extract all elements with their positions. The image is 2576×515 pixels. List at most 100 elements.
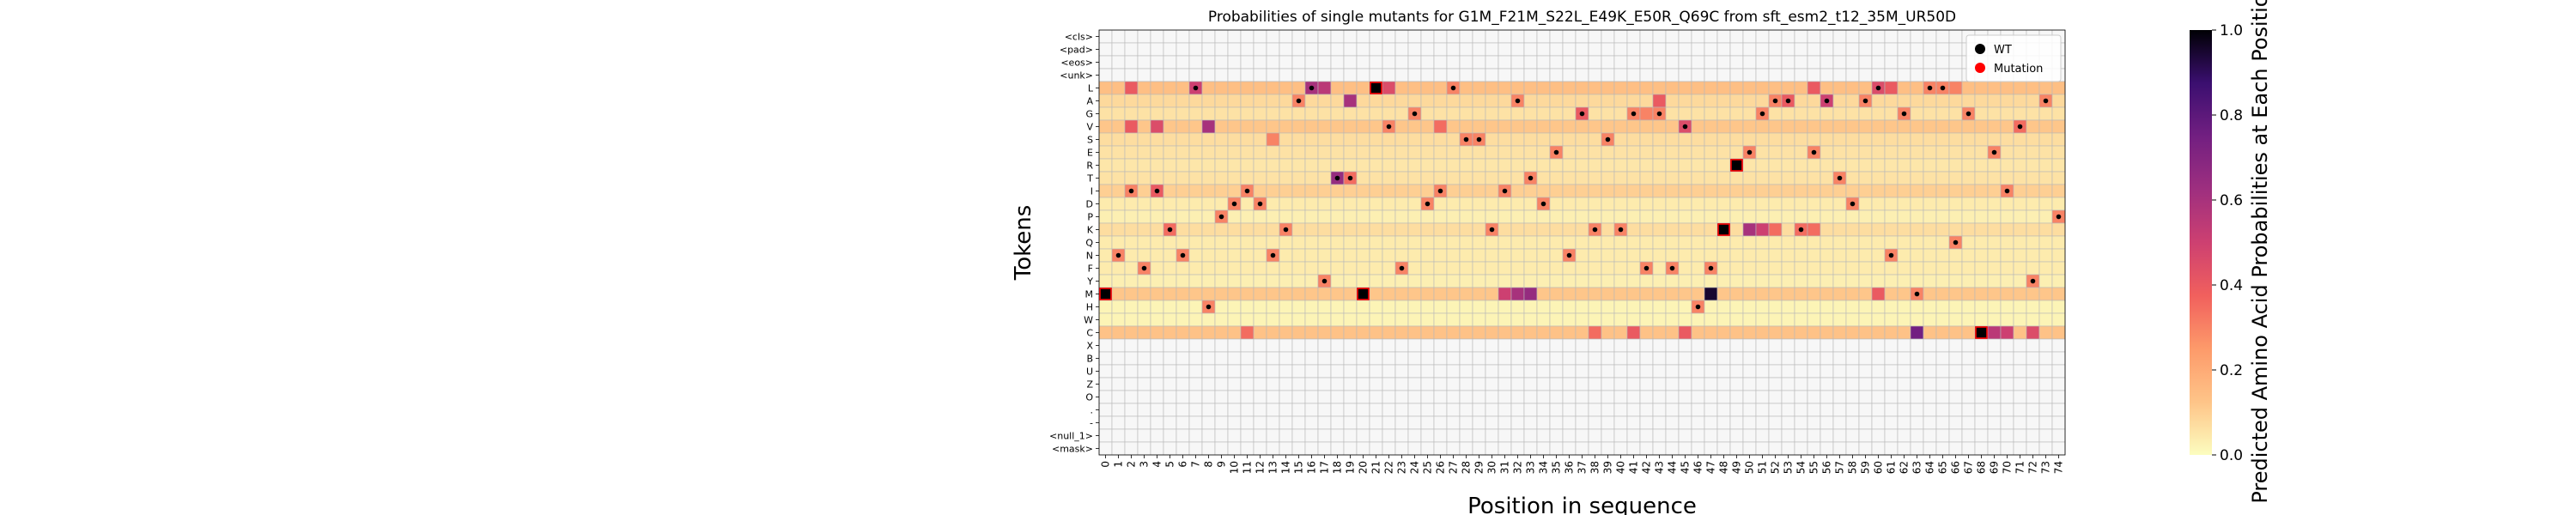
heatmap-cell: [1716, 403, 1731, 417]
heatmap-cell: [1807, 248, 1821, 263]
x-tick-label: 16: [1306, 461, 1318, 474]
heatmap-cell: [1111, 132, 1126, 147]
heatmap-cell: [1150, 106, 1164, 121]
heatmap-cell: [2026, 222, 2040, 237]
heatmap-cell: [1781, 325, 1795, 340]
heatmap-cell: [1626, 415, 1641, 430]
heatmap-cell: [1781, 312, 1795, 327]
heatmap-cell: [1420, 171, 1435, 185]
heatmap-cell: [1807, 197, 1821, 211]
heatmap-cell: [1794, 68, 1808, 82]
heatmap-cell: [1498, 261, 1512, 276]
heatmap-cell: [1691, 94, 1705, 108]
heatmap-cell: [1536, 428, 1551, 443]
heatmap-cell: [1807, 235, 1821, 250]
heatmap-cell: [1188, 42, 1203, 57]
heatmap-cell: [1137, 287, 1151, 301]
heatmap-cell: [1279, 351, 1293, 366]
heatmap-cell: [1704, 197, 1718, 211]
heatmap-cell: [1098, 364, 1113, 379]
heatmap-cell: [2013, 197, 2027, 211]
heatmap-cell: [1523, 42, 1538, 57]
heatmap-cell: [1485, 197, 1499, 211]
x-tick-label: 69: [1989, 461, 2001, 474]
heatmap-cell: [1961, 364, 1976, 379]
heatmap-cell: [1704, 377, 1718, 391]
heatmap-cell: [1858, 145, 1873, 160]
heatmap-cell: [1150, 81, 1164, 95]
heatmap-cell: [1227, 29, 1242, 44]
wt-marker: [1811, 149, 1817, 155]
heatmap-cell: [1343, 222, 1358, 237]
heatmap-cell: [1691, 132, 1705, 147]
heatmap-cell: [1678, 441, 1692, 456]
heatmap-cell: [1420, 94, 1435, 108]
heatmap-cell: [1987, 377, 2002, 391]
heatmap-cell: [2000, 351, 2014, 366]
heatmap-cell: [1279, 81, 1293, 95]
heatmap-cell: [1562, 261, 1577, 276]
heatmap-cell: [1923, 158, 1937, 173]
heatmap-cell: [1601, 428, 1615, 443]
heatmap-cell: [1549, 441, 1564, 456]
heatmap-cell: [1343, 261, 1358, 276]
colorbar-tick-label: 0.2: [2220, 362, 2243, 379]
heatmap-cell: [1678, 390, 1692, 404]
heatmap-cell: [1407, 312, 1422, 327]
heatmap-cell: [1498, 145, 1512, 160]
heatmap-cell: [1897, 132, 1911, 147]
heatmap-cell: [1111, 29, 1126, 44]
heatmap-cell: [1935, 274, 1950, 288]
heatmap-cell: [1188, 184, 1203, 198]
heatmap-cell: [1253, 248, 1267, 263]
heatmap-cell: [1716, 390, 1731, 404]
heatmap-cell: [1433, 351, 1448, 366]
heatmap-cell: [1948, 68, 1963, 82]
heatmap-cell: [1639, 184, 1654, 198]
heatmap-cell: [1820, 261, 1834, 276]
heatmap-cell: [1407, 338, 1422, 353]
heatmap-cell: [1163, 106, 1177, 121]
heatmap-cell: [2026, 325, 2040, 340]
heatmap-cell: [1394, 415, 1409, 430]
heatmap-cell: [1562, 55, 1577, 70]
wt-marker: [1721, 227, 1727, 233]
heatmap-cell: [1214, 29, 1229, 44]
mutation-marker: [1099, 288, 1112, 300]
heatmap-cell: [2013, 351, 2027, 366]
heatmap-cell: [1227, 338, 1242, 353]
heatmap-cell: [1188, 132, 1203, 147]
x-tick-label: 43: [1654, 461, 1666, 474]
heatmap-cell: [1910, 300, 1924, 314]
wt-marker: [1218, 214, 1224, 220]
wt-marker: [1347, 175, 1353, 181]
heatmap-cell: [1150, 209, 1164, 224]
heatmap-cell: [1382, 300, 1396, 314]
heatmap-cell: [1820, 364, 1834, 379]
heatmap-cell: [1124, 312, 1139, 327]
heatmap-cell: [1884, 42, 1899, 57]
heatmap-cell: [1356, 261, 1370, 276]
heatmap-cell: [1291, 428, 1306, 443]
heatmap-cell: [1742, 119, 1757, 134]
heatmap-cell: [1923, 106, 1937, 121]
heatmap-cell: [1678, 81, 1692, 95]
heatmap-cell: [1433, 55, 1448, 70]
heatmap-cell: [2038, 145, 2053, 160]
heatmap-cell: [1755, 132, 1770, 147]
heatmap-cell: [1433, 248, 1448, 263]
heatmap-cell: [1948, 119, 1963, 134]
y-tick-label: C: [1086, 328, 1093, 339]
heatmap-cell: [1961, 248, 1976, 263]
heatmap-cell: [1111, 415, 1126, 430]
heatmap-cell: [1845, 94, 1860, 108]
heatmap-cell: [1098, 132, 1113, 147]
heatmap-cell: [1588, 145, 1602, 160]
heatmap-cell: [1549, 351, 1564, 366]
x-tick-label: 25: [1422, 461, 1434, 474]
heatmap-cell: [1317, 145, 1332, 160]
heatmap-cell: [1601, 106, 1615, 121]
heatmap-cell: [1832, 287, 1847, 301]
wt-marker: [1875, 85, 1881, 91]
heatmap-cell: [1704, 274, 1718, 288]
